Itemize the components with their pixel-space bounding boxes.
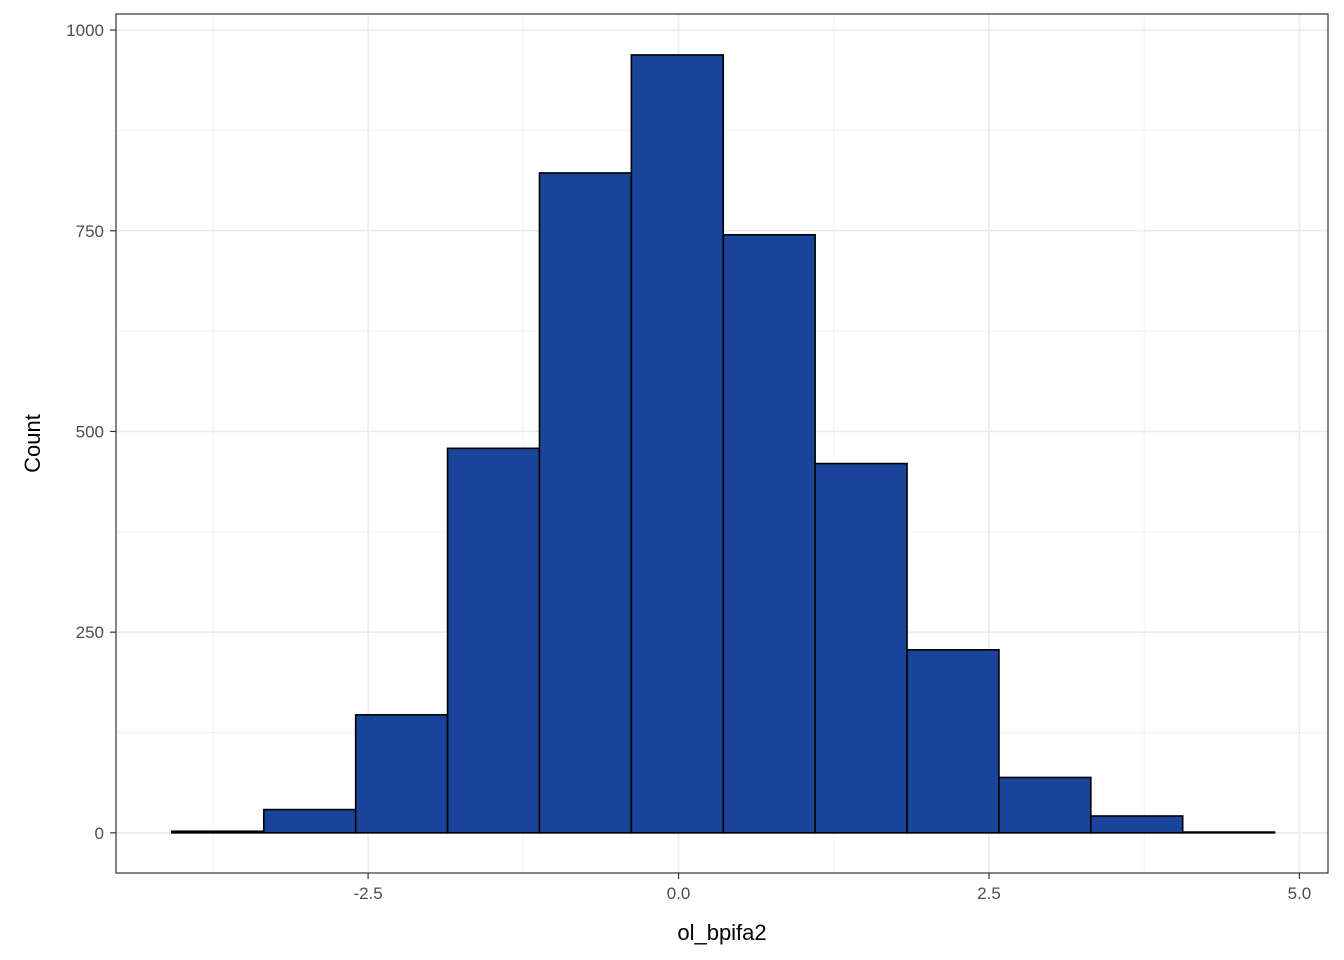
y-tick-label: 0 [95,824,104,843]
y-tick-label: 500 [76,422,104,441]
histogram-bar [998,776,1092,834]
histogram-bar [906,649,1000,834]
histogram-bar [262,808,357,834]
histogram-bar [354,714,449,834]
x-tick-label: 0.0 [667,884,691,903]
histogram-bar [1090,815,1184,834]
histogram-bar [1181,831,1276,834]
histogram-bar [814,462,908,834]
histogram-bar [722,233,816,834]
x-tick-label: -2.5 [353,884,382,903]
x-tick-label: 2.5 [977,884,1001,903]
y-tick-label: 750 [76,222,104,241]
histogram-bar [171,830,265,834]
x-axis: -2.5 0.0 2.5 5.0 [353,873,1311,903]
y-tick-label: 1000 [66,21,104,40]
panel-border [115,13,1329,874]
histogram-bar [446,447,541,834]
y-tick-label: 250 [76,623,104,642]
histogram-bars [171,54,1276,834]
y-axis-title: Count [20,414,45,473]
x-tick-label: 5.0 [1288,884,1312,903]
x-axis-title: ol_bpifa2 [677,920,766,945]
y-axis: 0 250 500 750 1000 [66,21,116,843]
histogram-bar [630,54,725,834]
histogram-bar [538,172,633,834]
